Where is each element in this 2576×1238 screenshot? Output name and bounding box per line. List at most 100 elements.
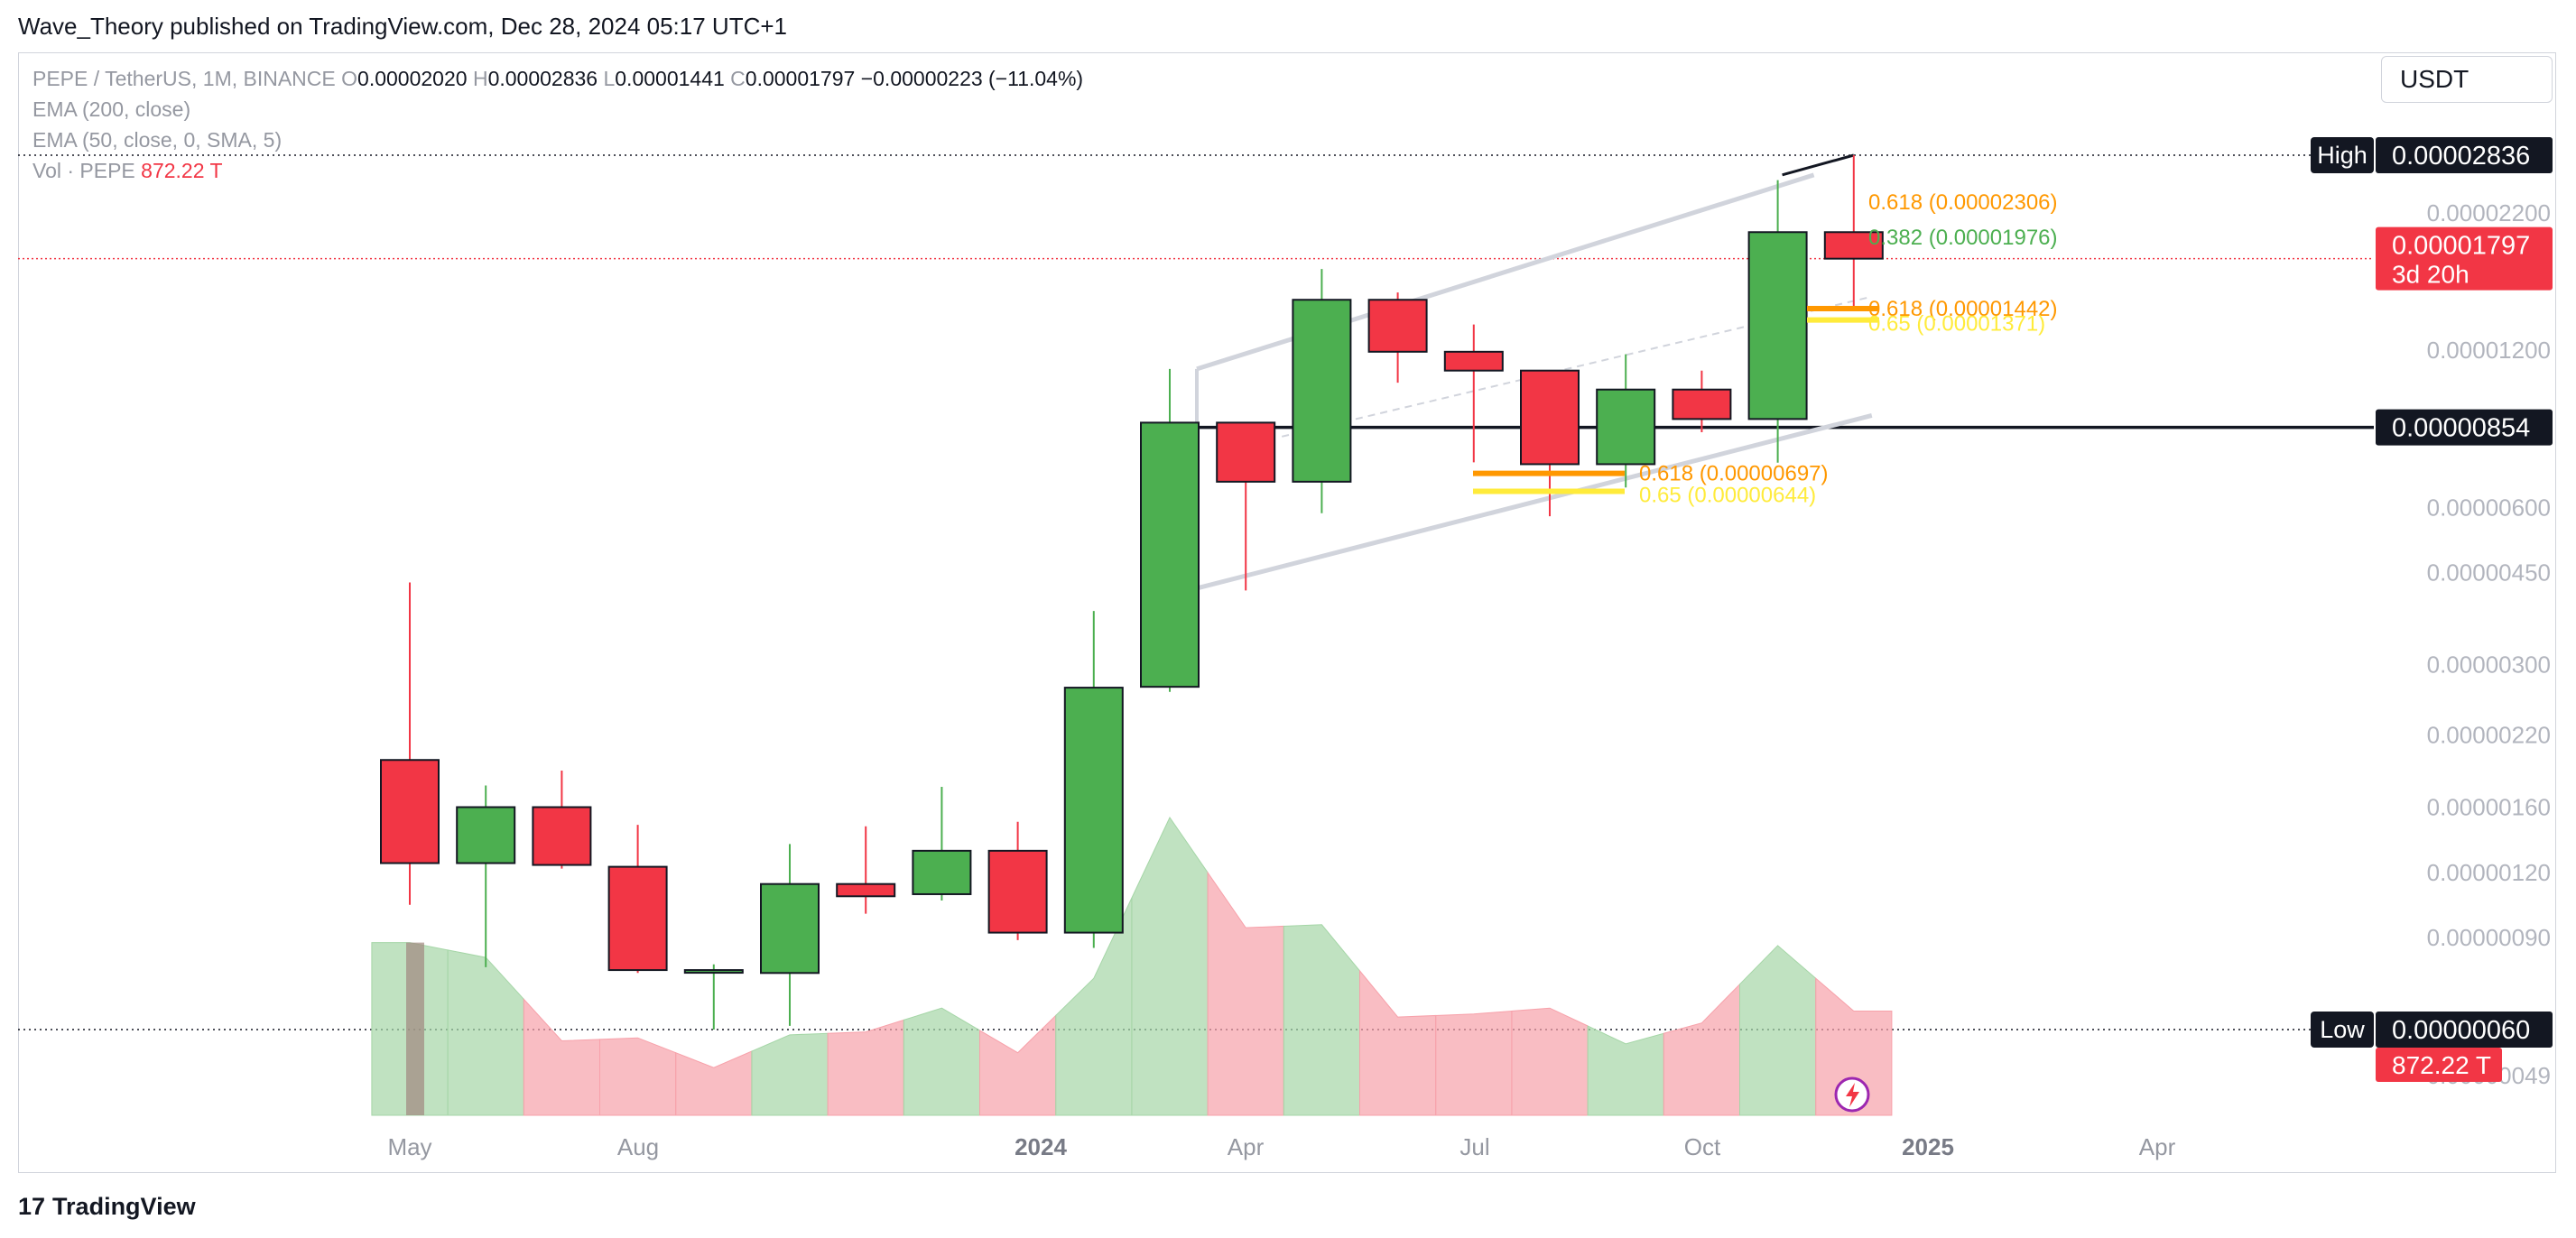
price-label: Low 0.00000060 872.22 T	[2311, 1012, 2553, 1082]
chart-frame	[18, 52, 2556, 1173]
candle	[380, 582, 440, 905]
tradingview-logo-icon: 17	[18, 1193, 46, 1220]
candle	[1140, 368, 1200, 692]
candle-body	[683, 969, 744, 975]
candle-body	[607, 865, 668, 972]
candle-body	[1140, 421, 1200, 688]
candle-body	[1672, 388, 1732, 420]
volume-segment	[1587, 1025, 1664, 1116]
volume-segment	[1815, 977, 1893, 1116]
price-label: 0.00000854	[2376, 409, 2553, 446]
price-label-value: 0.00001797	[2392, 232, 2530, 261]
volume-segment	[979, 1014, 1057, 1116]
legend-c-label: C	[730, 67, 746, 90]
candle	[912, 786, 972, 901]
volume-segment	[1663, 983, 1740, 1116]
price-label-extra: 872.22 T	[2392, 1051, 2491, 1079]
volume-segment	[1739, 945, 1817, 1116]
candle-body	[912, 849, 972, 895]
reference-lines	[18, 154, 2374, 1030]
replay-lightning-icon[interactable]	[1834, 1076, 1870, 1113]
footer-brand-text: TradingView	[52, 1193, 196, 1220]
y-tick-label: 0.00000120	[2427, 859, 2551, 886]
fib-label: 0.618 (0.00000697)	[1639, 462, 1829, 486]
price-label-value: 0.00002836	[2392, 142, 2530, 171]
price-label-value: 0.00000060	[2392, 1016, 2530, 1045]
y-tick-label: 0.00000090	[2427, 924, 2551, 951]
fib-label: 0.65 (0.00000644)	[1639, 484, 1816, 508]
footer-brand: 17 TradingView	[18, 1193, 196, 1221]
candle-body	[1063, 687, 1124, 934]
legend-vol-label: Vol · PEPE	[32, 159, 135, 182]
fib-levels: 0.618 (0.00002306) 0.382 (0.00001976) 0.61…	[1473, 190, 2058, 508]
price-label: High 0.00002836	[2311, 137, 2553, 173]
candle	[987, 821, 1048, 940]
legend-volume-row[interactable]: Vol · PEPE 872.22 T	[32, 155, 1083, 186]
candle	[760, 844, 820, 1026]
volume-segment	[523, 998, 600, 1116]
publisher-line: Wave_Theory published on TradingView.com…	[18, 13, 787, 40]
volume-segment	[1283, 924, 1360, 1116]
candle	[1216, 421, 1276, 591]
legend-ema200[interactable]: EMA (200, close)	[32, 97, 191, 121]
candle	[1672, 370, 1732, 432]
x-tick-label: 2025	[1902, 1133, 1954, 1160]
candle	[1823, 155, 1884, 310]
candle-body	[1596, 388, 1656, 466]
price-label-tag: High	[2317, 142, 2368, 169]
candle-body	[1823, 231, 1884, 260]
volume-segment	[675, 1050, 753, 1116]
candle	[836, 826, 896, 914]
legend-l-label: L	[603, 67, 616, 90]
x-tick-label: Apr	[2139, 1133, 2176, 1160]
legend-h-label: H	[472, 67, 488, 90]
candle-body	[836, 882, 896, 898]
price-label-extra: 3d 20h	[2392, 261, 2469, 289]
candle	[1292, 269, 1352, 513]
legend-vol-value: 872.22 T	[141, 159, 223, 182]
channel-lower	[1196, 413, 1873, 591]
y-tick-label: 0.00001200	[2427, 337, 2551, 364]
candle-body	[1443, 350, 1504, 372]
candle	[1443, 324, 1504, 463]
volume-segment	[751, 1032, 829, 1116]
y-tick-label: 0.00000220	[2427, 721, 2551, 748]
candle-body	[987, 849, 1048, 934]
volume-segment	[903, 1007, 980, 1116]
volume-segment	[1359, 969, 1437, 1116]
volume-highlight	[406, 942, 424, 1115]
legend-open: 0.00002020	[357, 67, 468, 90]
legend-low: 0.00001441	[615, 67, 725, 90]
x-axis: May Aug 2024 Apr Jul Oct 2025 Apr	[387, 1133, 2175, 1160]
candle-body	[380, 759, 440, 864]
legend-change: −0.00000223 (−11.04%)	[860, 67, 1084, 90]
candle-body	[1747, 231, 1808, 420]
x-tick-label: Apr	[1228, 1133, 1265, 1160]
candle-body	[532, 806, 592, 866]
y-axis: 0.00002200 0.00001200 0.00000600 0.00000450…	[2427, 199, 2551, 1089]
fib-label: 0.618 (0.00002306)	[1868, 190, 2058, 215]
volume-segment	[827, 1019, 904, 1116]
candle-body	[1520, 369, 1580, 466]
currency-selector[interactable]: USDT	[2381, 56, 2553, 103]
candle	[1367, 292, 1428, 383]
volume-segment	[1435, 1010, 1513, 1116]
legend-ema50[interactable]: EMA (50, close, 0, SMA, 5)	[32, 128, 283, 152]
x-tick-label: Aug	[617, 1133, 659, 1160]
fib-label: 0.382 (0.00001976)	[1868, 226, 2058, 250]
candle	[456, 785, 516, 967]
y-tick-label: 0.00000450	[2427, 559, 2551, 587]
candle-body	[1292, 299, 1352, 483]
legend-symbol[interactable]: PEPE / TetherUS, 1M, BINANCE	[32, 67, 336, 90]
candle	[607, 825, 668, 974]
volume-segment	[1511, 1007, 1589, 1116]
y-tick-label: 0.00002200	[2427, 199, 2551, 226]
x-tick-label: May	[387, 1133, 431, 1160]
candle	[1747, 180, 1808, 463]
candle	[1063, 611, 1124, 948]
legend-high: 0.00002836	[487, 67, 598, 90]
x-tick-label: Jul	[1459, 1133, 1489, 1160]
volume-segment	[599, 1037, 677, 1116]
